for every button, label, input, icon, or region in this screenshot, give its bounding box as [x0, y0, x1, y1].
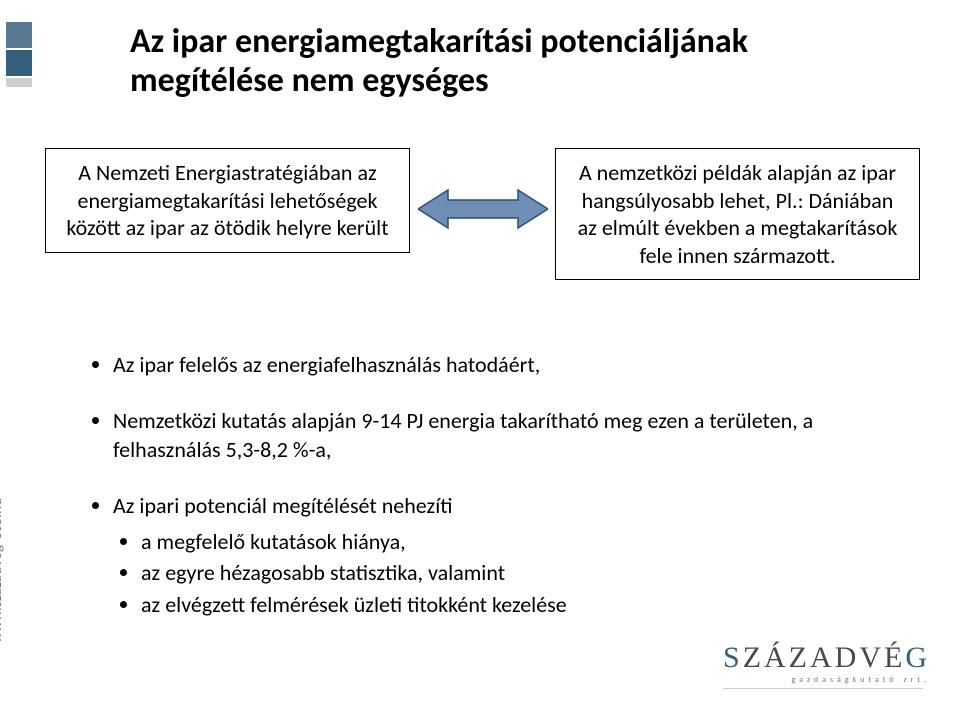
bullet-2: Nemzetközi kutatás alapján 9-14 PJ energ…: [113, 406, 885, 465]
logo-text: SZÁZADVÉG: [723, 643, 930, 673]
bullet-3a: a megfelelő kutatások hiánya,: [141, 527, 885, 557]
double-arrow-icon: [418, 186, 548, 232]
box-left: A Nemzeti Energiastratégiában az energia…: [45, 148, 410, 253]
bullet-3: Az ipari potenciál megítélését nehezíti …: [113, 491, 885, 620]
logo: SZÁZADVÉG gazdaságkutató zrt.: [723, 643, 930, 689]
slide-title: Az ipar energiamegtakarítási potenciáljá…: [130, 22, 890, 100]
decor-block-1: [6, 22, 32, 48]
logo-letter-g: G: [905, 641, 930, 674]
double-arrow-shape: [418, 190, 548, 228]
logo-divider: [723, 688, 923, 689]
bullet-3-text: Az ipari potenciál megítélését nehezíti: [113, 492, 453, 519]
slide-root: Az ipar energiamegtakarítási potenciáljá…: [0, 0, 960, 711]
logo-middle: ZÁZADVÉ: [743, 641, 906, 674]
bullet-1: Az ipar felelős az energiafelhasználás h…: [113, 350, 885, 380]
decor-block-2: [6, 50, 32, 76]
bullet-list: Az ipar felelős az energiafelhasználás h…: [85, 350, 885, 646]
box-right: A nemzetközi példák alapján az ipar hang…: [555, 148, 920, 280]
decor-block-3: [6, 78, 32, 87]
logo-letter-s: S: [723, 641, 743, 674]
bullet-3b: az egyre hézagosabb statisztika, valamin…: [141, 558, 885, 588]
vertical-url: www.szazadveg-eco.hu: [0, 498, 6, 643]
logo-sub: gazdaságkutató zrt.: [723, 675, 930, 685]
bullet-3c: az elvégzett felmérések üzleti titokként…: [141, 590, 885, 620]
